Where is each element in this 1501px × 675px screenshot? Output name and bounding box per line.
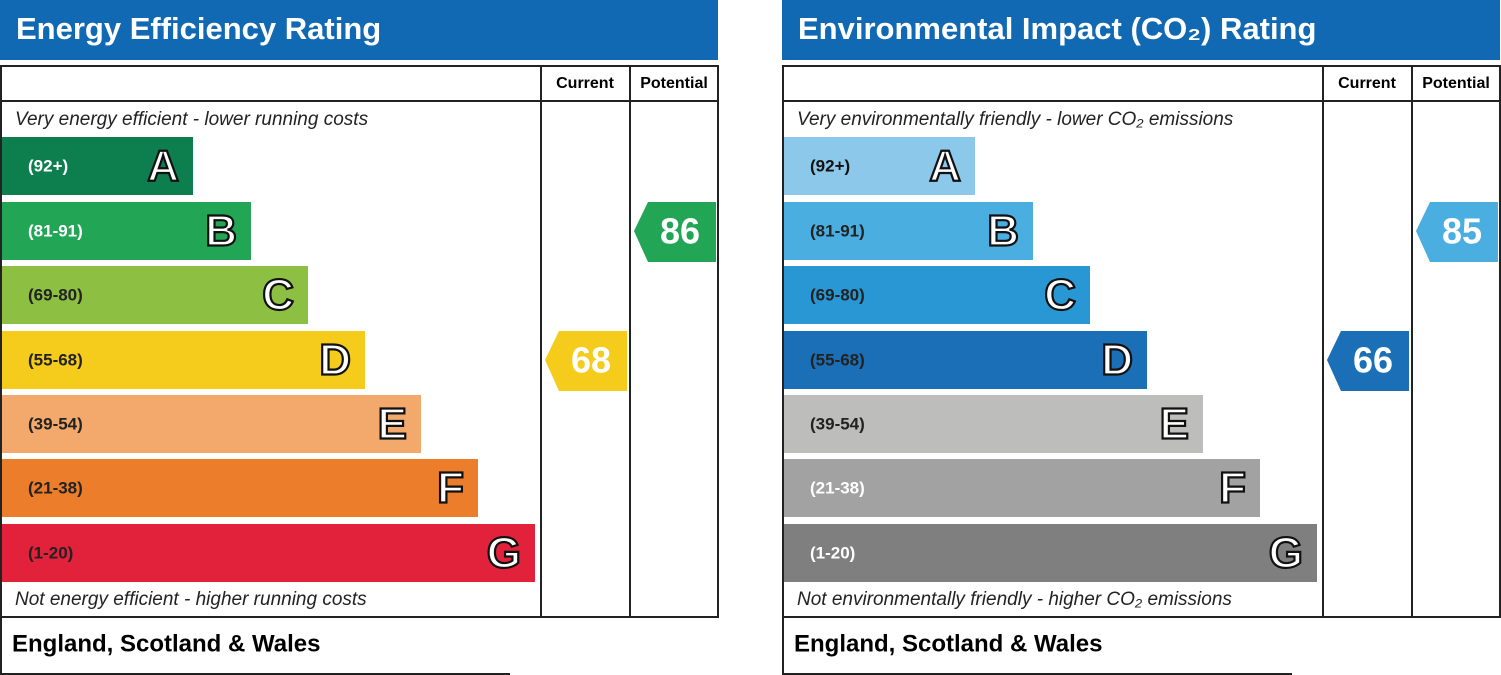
rating-arrow: [1327, 331, 1409, 391]
band-bar: [2, 331, 365, 389]
band-letter: D: [319, 336, 351, 385]
band-bar: [784, 266, 1090, 324]
band-range: (1-20): [810, 543, 855, 562]
band-range: (69-80): [810, 285, 865, 304]
title-bar: [782, 0, 1500, 60]
rating-panel: Energy Efficiency Rating Current Potential…: [0, 0, 719, 675]
rating-value: 68: [571, 340, 611, 381]
header-potential: Potential: [640, 75, 708, 92]
band-bar: [784, 395, 1203, 453]
footer-region: England, Scotland & Wales: [12, 630, 320, 657]
panel-frame: [0, 65, 719, 618]
band-bar: [2, 202, 251, 260]
top-note: Very energy efficient - lower running co…: [15, 109, 369, 130]
band-range: (39-54): [28, 414, 83, 433]
band-range: (21-38): [810, 478, 865, 497]
band-letter: A: [147, 142, 179, 191]
top-note: Very environmentally friendly - lower CO…: [797, 109, 1234, 130]
band-bar: [784, 459, 1260, 517]
band-range: (92+): [28, 156, 68, 175]
band-range: (81-91): [810, 221, 865, 240]
band-letter: E: [378, 400, 407, 449]
band-bar: [2, 395, 421, 453]
band-range: (69-80): [28, 285, 83, 304]
band-letter: F: [1219, 464, 1246, 513]
band-range: (1-20): [28, 543, 73, 562]
band-range: (55-68): [28, 350, 83, 369]
band-bar: [2, 266, 308, 324]
bottom-note: Not energy efficient - higher running co…: [15, 589, 367, 610]
band-bar: [2, 459, 478, 517]
header-current: Current: [556, 75, 614, 92]
band-range: (21-38): [28, 478, 83, 497]
band-range: (55-68): [810, 350, 865, 369]
panel-title: Energy Efficiency Rating: [16, 11, 381, 46]
band-bar: [784, 524, 1317, 582]
bottom-note: Not environmentally friendly - higher CO…: [797, 589, 1232, 610]
rating-arrow: [545, 331, 627, 391]
panel-title: Environmental Impact (CO₂) Rating: [798, 11, 1316, 46]
header-potential: Potential: [1422, 75, 1490, 92]
rating-panel: Environmental Impact (CO₂) Rating Current…: [782, 0, 1501, 675]
rating-value: 66: [1353, 340, 1393, 381]
band-range: (39-54): [810, 414, 865, 433]
band-letter: B: [987, 207, 1019, 256]
band-bar: [2, 524, 535, 582]
band-letter: A: [929, 142, 961, 191]
footer-region: England, Scotland & Wales: [794, 630, 1102, 657]
band-letter: E: [1160, 400, 1189, 449]
band-letter: G: [1269, 529, 1303, 578]
band-letter: B: [205, 207, 237, 256]
band-range: (92+): [810, 156, 850, 175]
rating-value: 85: [1442, 211, 1482, 252]
band-letter: C: [1044, 271, 1076, 320]
band-bar: [784, 331, 1147, 389]
band-bar: [784, 137, 975, 195]
header-current: Current: [1338, 75, 1396, 92]
band-range: (81-91): [28, 221, 83, 240]
band-bar: [784, 202, 1033, 260]
rating-arrow: [1416, 202, 1498, 262]
band-letter: D: [1101, 336, 1133, 385]
title-bar: [0, 0, 718, 60]
band-letter: C: [262, 271, 294, 320]
rating-value: 86: [660, 211, 700, 252]
panel-frame: [782, 65, 1501, 618]
band-letter: G: [487, 529, 521, 578]
band-letter: F: [437, 464, 464, 513]
rating-arrow: [634, 202, 716, 262]
band-bar: [2, 137, 193, 195]
